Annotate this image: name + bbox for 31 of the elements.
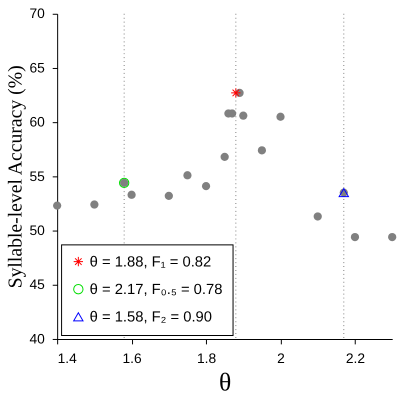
y-tick-label: 45 (29, 277, 46, 292)
point (239, 112, 248, 120)
point (127, 190, 136, 199)
x-tick-label: 1.8 (196, 351, 216, 366)
x-tick-label: 1.6 (122, 351, 142, 366)
x-tick-label: 1.4 (58, 351, 78, 366)
point (388, 232, 396, 242)
y-tick-label: 65 (29, 60, 46, 76)
point (314, 212, 322, 221)
y-tick-label: 40 (29, 331, 46, 346)
y-tick-label: 70 (29, 6, 46, 22)
point (164, 192, 173, 200)
legend-label: θ = 1.88, F₁ = 0.82 (90, 254, 212, 271)
x-axis-title: θ (219, 368, 232, 397)
y-tick-label: 60 (29, 114, 46, 130)
legend-label: θ = 1.58, F₂ = 0.90 (90, 310, 212, 326)
point (230, 88, 242, 98)
y-tick-label: 50 (29, 222, 46, 238)
point (53, 202, 62, 210)
legend-label: θ = 2.17, F₀.₅ = 0.78 (90, 282, 222, 298)
point (183, 171, 192, 180)
y-tick-label: 55 (29, 168, 46, 184)
y-axis-title: Syllable-level Accuracy (%) (4, 65, 27, 288)
point (276, 112, 285, 121)
point (90, 200, 98, 209)
point (202, 182, 210, 190)
x-tick-label: 2.2 (346, 351, 366, 366)
point (258, 146, 266, 154)
point (350, 232, 360, 242)
x-tick-label: 2 (277, 351, 285, 366)
point (220, 152, 229, 161)
